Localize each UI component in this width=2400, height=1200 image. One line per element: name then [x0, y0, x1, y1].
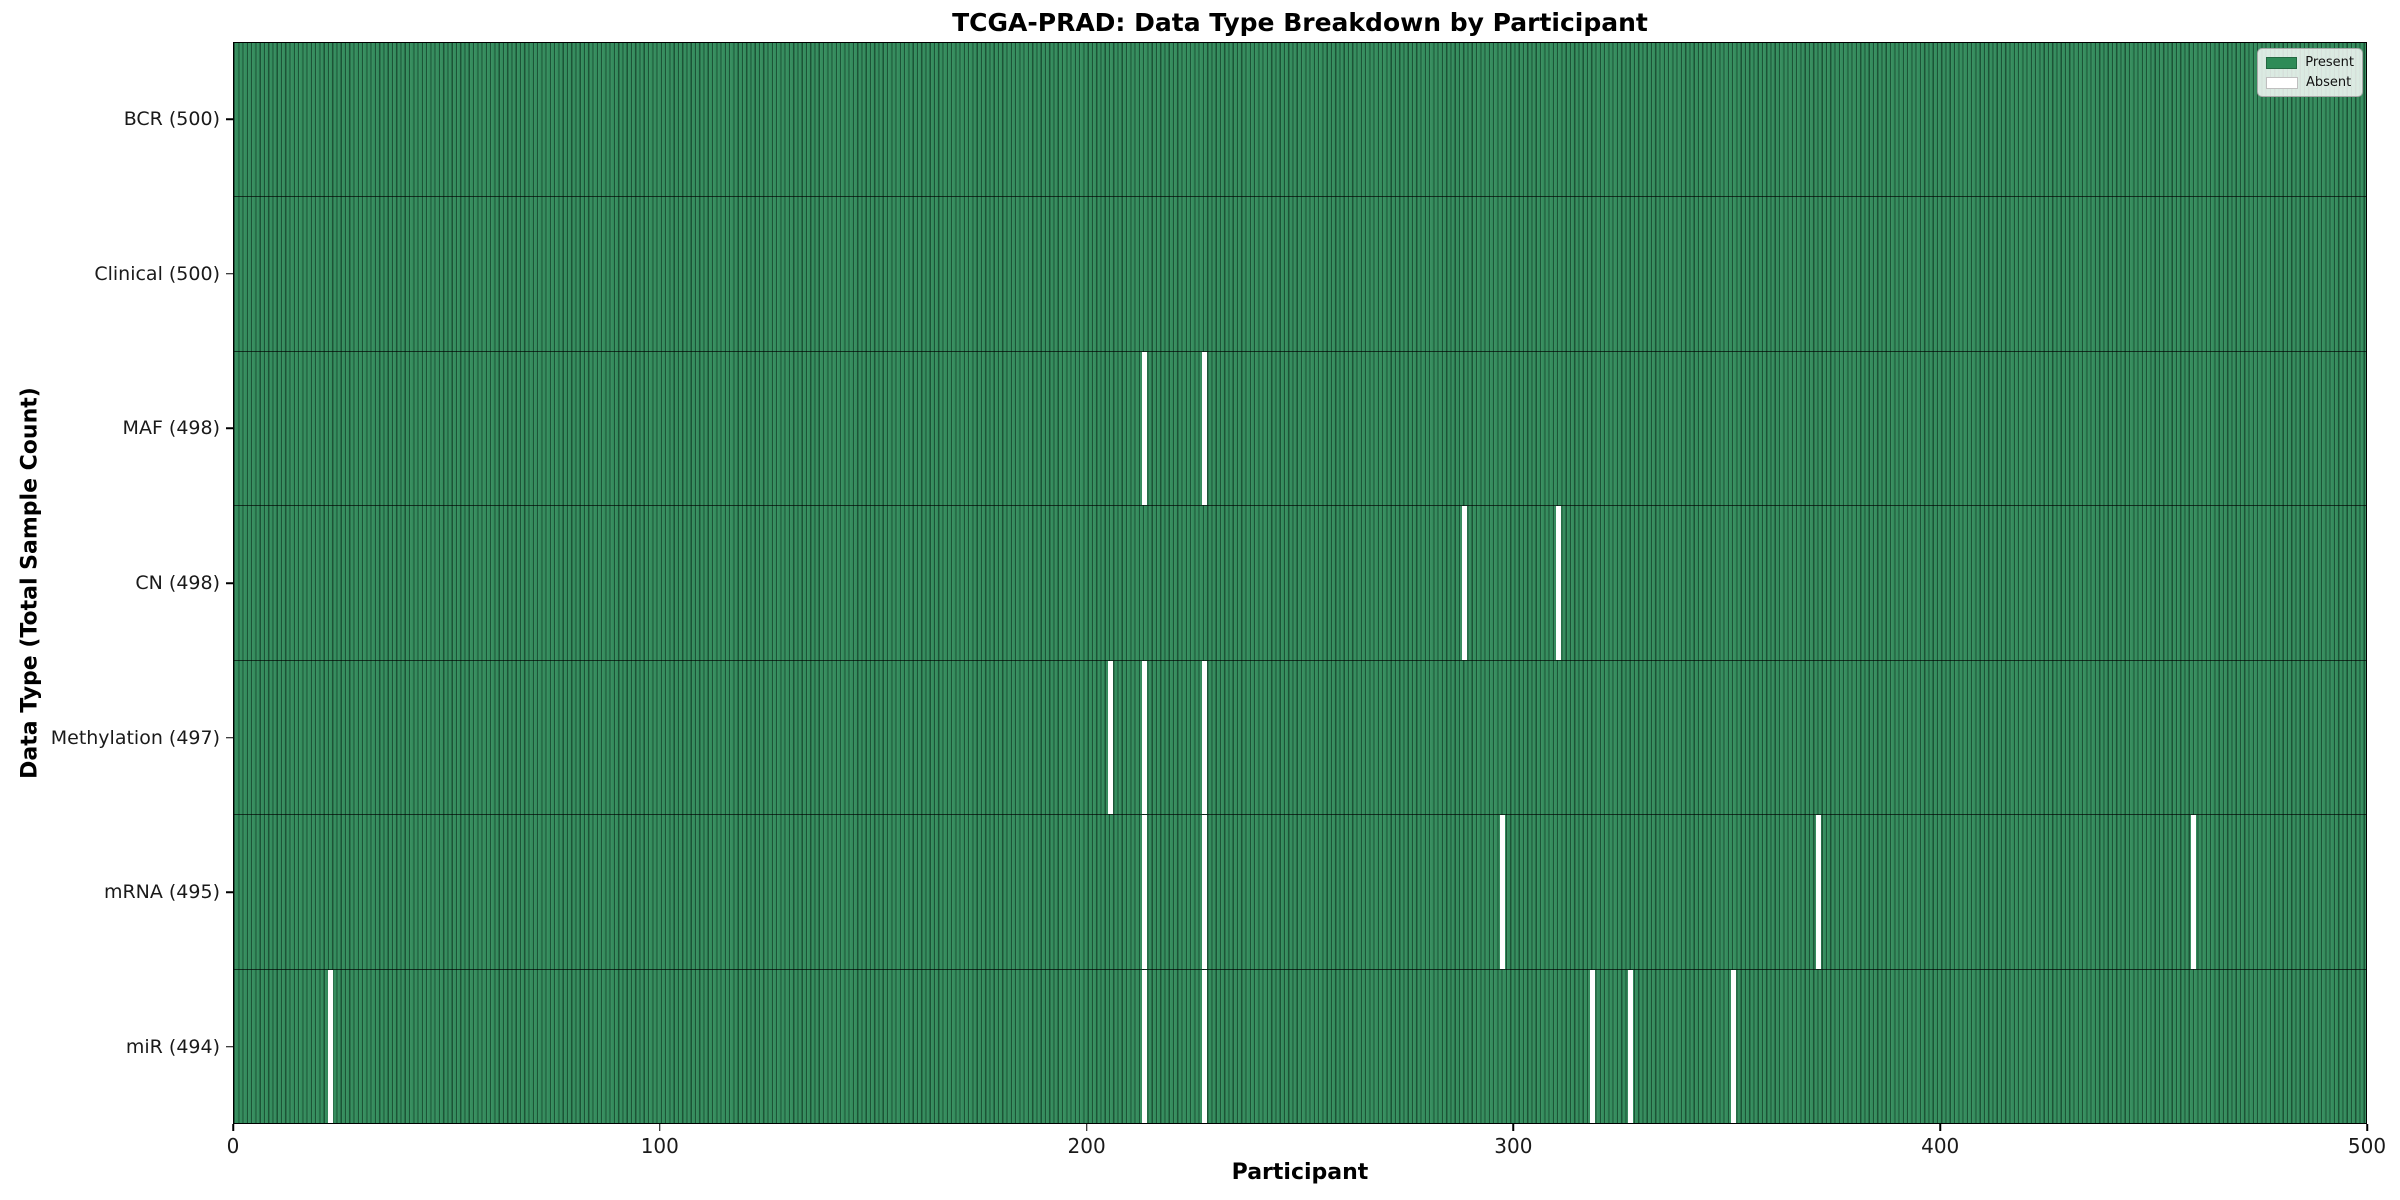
absent-gap — [2191, 815, 2197, 969]
absent-gap — [1815, 815, 1821, 969]
y-tick-mark — [226, 1045, 233, 1048]
x-tick-mark — [1085, 1124, 1088, 1131]
legend-item-absent: Absent — [2266, 75, 2354, 90]
absent-gap — [1730, 969, 1736, 1123]
x-tick-mark — [659, 1124, 661, 1131]
absent-gap — [1555, 506, 1561, 660]
y-tick-label: Methylation (497) — [50, 726, 220, 749]
y-tick-label: BCR (500) — [123, 108, 220, 131]
plot-area — [233, 42, 2367, 1124]
heatmap-row-bcr — [234, 43, 2366, 198]
absent-gap — [327, 969, 333, 1123]
y-tick-mark — [226, 891, 233, 893]
legend-label-absent: Absent — [2306, 75, 2352, 90]
heatmap-row-mir — [234, 969, 2366, 1123]
x-tick-label: 0 — [226, 1134, 240, 1158]
heatmap-row-clinical — [234, 197, 2366, 352]
y-tick-mark — [226, 736, 233, 739]
y-tick-label: CN (498) — [135, 572, 220, 594]
absent-gap — [1201, 815, 1207, 969]
legend: Present Absent — [2257, 48, 2363, 97]
y-tick-mark — [226, 427, 233, 430]
heatmap-row-cn — [234, 506, 2366, 661]
y-tick-label: MAF (498) — [122, 417, 220, 440]
y-tick-mark — [226, 273, 233, 275]
absent-gap — [1462, 506, 1468, 660]
x-tick-label: 300 — [1494, 1134, 1533, 1158]
legend-swatch-present-icon — [2266, 56, 2298, 69]
y-tick-label: mRNA (495) — [103, 881, 220, 904]
heatmap-row-maf — [234, 351, 2366, 507]
absent-gap — [1628, 969, 1634, 1123]
x-axis-label: Participant — [1231, 1160, 1369, 1185]
absent-gap — [1201, 969, 1207, 1123]
heatmap-row-methylation — [234, 660, 2366, 816]
x-tick-label: 500 — [2347, 1134, 2387, 1158]
x-tick-mark — [2366, 1124, 2368, 1131]
y-tick-label: Clinical (500) — [94, 262, 220, 285]
legend-label-present: Present — [2305, 55, 2354, 70]
heatmap-row-mrna — [234, 815, 2366, 970]
absent-gap — [1142, 969, 1148, 1123]
y-tick-mark — [226, 118, 233, 121]
x-tick-mark — [232, 1124, 234, 1131]
y-tick-mark — [226, 582, 233, 584]
absent-gap — [1201, 660, 1207, 815]
absent-gap — [1589, 969, 1595, 1123]
absent-gap — [1201, 351, 1207, 506]
absent-gap — [1108, 660, 1114, 815]
absent-gap — [1500, 815, 1506, 969]
legend-item-present: Present — [2266, 55, 2354, 70]
absent-gap — [1142, 351, 1148, 506]
x-tick-mark — [1512, 1124, 1515, 1131]
x-tick-label: 100 — [640, 1134, 679, 1158]
absent-gap — [1142, 815, 1148, 969]
x-tick-mark — [1939, 1124, 1941, 1131]
y-tick-label: miR (494) — [125, 1035, 220, 1058]
absent-gap — [1142, 660, 1148, 815]
legend-swatch-absent-icon — [2266, 76, 2298, 89]
x-tick-label: 200 — [1067, 1134, 1106, 1158]
x-tick-label: 400 — [1921, 1134, 1960, 1158]
chart-title: TCGA-PRAD: Data Type Breakdown by Partic… — [952, 8, 1648, 37]
